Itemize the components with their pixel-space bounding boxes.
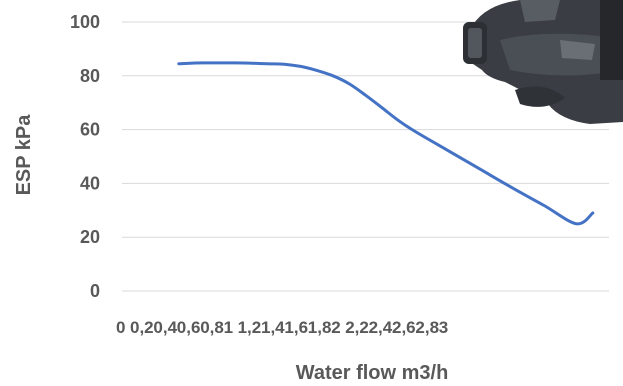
y-tick-label: 60	[80, 120, 100, 140]
y-tick-label: 20	[80, 227, 100, 247]
x-tick-label: 0,4	[153, 318, 177, 337]
x-tick-label: 2	[331, 318, 340, 337]
x-tick-label: 0,8	[200, 318, 224, 337]
x-tick-label: 2,6	[392, 318, 416, 337]
x-axis-title: Water flow m3/h	[296, 362, 449, 384]
x-tick-labels: 0 0,2 0,4 0,6 0,8 1 1,2 1,4 1,6 1,8 2 2,2 2,4 2,6 2,8 3	[116, 318, 448, 337]
y-tick-label: 100	[70, 12, 100, 32]
grid-lines	[122, 21, 609, 292]
x-tick-label: 1,2	[238, 318, 262, 337]
x-tick-label: 0,2	[130, 318, 154, 337]
x-tick-label: 0	[116, 318, 125, 337]
x-tick-label: 1,6	[284, 318, 308, 337]
y-axis-title: ESP kPa	[13, 114, 35, 196]
x-tick-label: 2,2	[345, 318, 369, 337]
y-tick-label: 0	[90, 281, 100, 301]
y-tick-label: 80	[80, 66, 100, 86]
pump-image	[463, 0, 623, 124]
x-tick-label: 2,4	[369, 318, 393, 337]
x-tick-label: 1	[224, 318, 233, 337]
y-tick-label: 40	[80, 173, 100, 193]
x-tick-label: 1,8	[308, 318, 332, 337]
x-tick-label: 0,6	[177, 318, 201, 337]
x-tick-label: 1,4	[261, 318, 285, 337]
x-tick-label: 2,8	[415, 318, 439, 337]
y-tick-labels: 0 20 40 60 80 100	[70, 12, 100, 301]
series-line	[177, 61, 595, 226]
x-tick-label: 3	[439, 318, 448, 337]
